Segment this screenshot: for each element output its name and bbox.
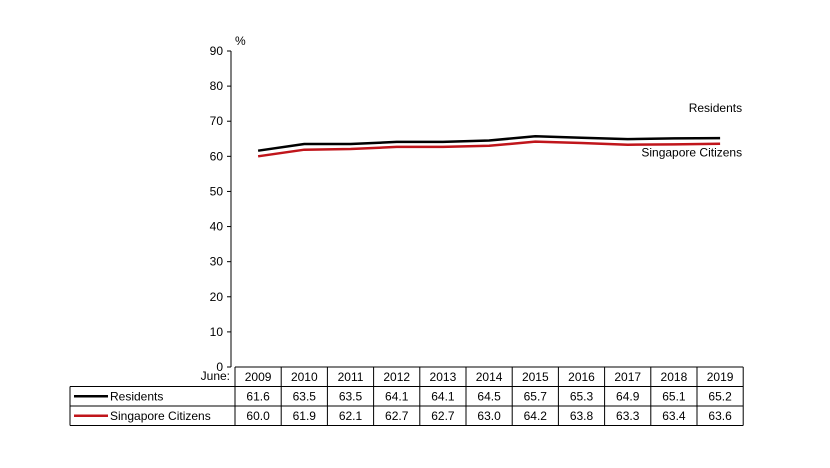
data-label: 64.9 [616, 389, 640, 403]
x-tick-label: 2019 [707, 370, 734, 384]
data-label: 62.7 [431, 409, 455, 423]
x-prefix-label: June: [201, 369, 230, 383]
series-end-label: Residents [689, 101, 742, 115]
x-tick-label: 2017 [614, 370, 641, 384]
data-label: 64.2 [524, 409, 548, 423]
data-label: 64.1 [431, 389, 455, 403]
series-line-residents [257, 135, 721, 152]
x-tick-label: 2018 [661, 370, 688, 384]
y-tick-label: 80 [210, 79, 224, 93]
y-tick-label: 20 [210, 290, 224, 304]
data-label: 60.0 [246, 409, 270, 423]
data-label: 62.1 [339, 409, 363, 423]
y-tick-label: 50 [210, 184, 224, 198]
legend-label: Residents [110, 389, 163, 403]
series-end-labels: Residents Singapore Citizens [641, 101, 742, 160]
y-unit-label: % [235, 34, 246, 48]
series-line-singapore-citizens [257, 140, 721, 158]
y-tick-label: 40 [210, 220, 224, 234]
y-tick-label: 10 [210, 325, 224, 339]
data-label: 65.3 [570, 389, 594, 403]
data-label: 63.5 [339, 389, 363, 403]
series-end-label: Singapore Citizens [641, 146, 742, 160]
x-tick-label: 2012 [383, 370, 410, 384]
data-label: 64.5 [477, 389, 501, 403]
data-label: 63.5 [293, 389, 317, 403]
y-tick-label: 30 [210, 255, 224, 269]
axes: 0 10 20 30 40 50 60 70 80 90 [210, 44, 232, 374]
data-label: 61.9 [293, 409, 317, 423]
data-label: 61.6 [246, 389, 270, 403]
y-tick-label: 60 [210, 149, 224, 163]
data-label: 65.2 [708, 389, 732, 403]
x-tick-label: 2015 [522, 370, 549, 384]
data-label: 63.3 [616, 409, 640, 423]
x-tick-label: 2011 [338, 370, 364, 384]
series-lines [257, 135, 721, 158]
data-label: 65.1 [662, 389, 686, 403]
x-tick-label: 2016 [568, 370, 595, 384]
data-label: 62.7 [385, 409, 409, 423]
data-table: 2009 2010 2011 2012 2013 2014 2015 2016 2017 2018… [69, 366, 744, 426]
x-tick-label: 2010 [291, 370, 318, 384]
y-tick-label: 90 [210, 44, 224, 58]
data-label: 63.6 [708, 409, 732, 423]
y-tick-label: 70 [210, 114, 224, 128]
data-label: 64.1 [385, 389, 409, 403]
y-tick-label: 0 [216, 360, 223, 374]
x-tick-label: 2009 [245, 370, 272, 384]
data-label: 63.0 [477, 409, 501, 423]
legend-label: Singapore Citizens [110, 409, 211, 423]
data-label: 63.8 [570, 409, 594, 423]
data-label: 65.7 [524, 389, 548, 403]
x-tick-label: 2014 [476, 370, 503, 384]
data-label: 63.4 [662, 409, 686, 423]
x-tick-label: 2013 [430, 370, 457, 384]
